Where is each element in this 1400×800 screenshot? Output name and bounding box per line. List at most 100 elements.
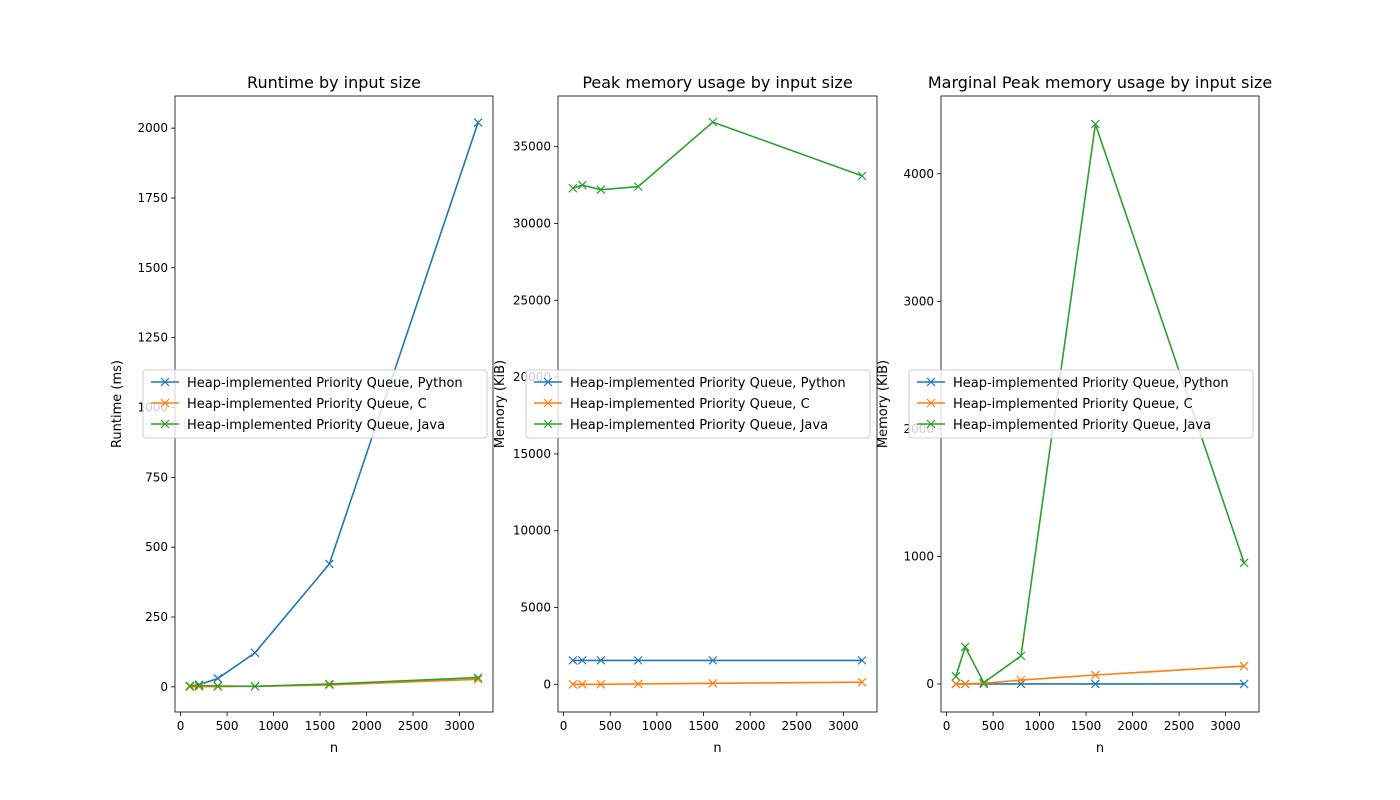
y-tick-label: 500 [145,540,168,554]
legend-marker-swatch [543,398,553,408]
data-point-marker [633,182,643,192]
data-point-marker [708,655,718,665]
y-tick-label: 4000 [903,167,934,181]
x-tick-label: 0 [943,719,951,733]
data-point-marker [577,655,587,665]
x-tick-label: 500 [982,719,1005,733]
x-axis-label: n [1096,741,1104,756]
x-tick-label: 1000 [1024,719,1055,733]
data-point-marker [194,682,204,692]
y-tick-label: 0 [543,677,551,691]
x-tick-label: 0 [560,719,568,733]
data-point-marker [568,655,578,665]
y-tick-label: 2000 [137,121,168,135]
data-point-marker [596,185,606,195]
x-tick-label: 1500 [688,719,719,733]
y-tick-label: 0 [926,677,934,691]
y-axis-label: Memory (KiB) [876,360,891,448]
y-axis-label: Memory (KiB) [493,360,508,448]
data-point-marker [568,183,578,193]
x-tick-label: 2000 [1117,719,1148,733]
chart-title: Marginal Peak memory usage by input size [928,73,1272,92]
x-tick-label: 3000 [1210,719,1241,733]
data-point-marker [324,559,334,569]
x-axis-label: n [330,741,338,756]
data-point-marker [596,655,606,665]
legend-entry-label: Heap-implemented Priority Queue, Java [953,418,1211,433]
data-point-marker [324,679,334,689]
y-tick-label: 750 [145,470,168,484]
legend-entry-label: Heap-implemented Priority Queue, Python [953,376,1229,391]
legend-box [525,369,871,439]
x-tick-label: 500 [216,719,239,733]
y-tick-label: 1000 [903,549,934,563]
data-point-marker [979,678,989,688]
y-tick-label: 5000 [520,601,551,615]
legend-marker-swatch [543,377,553,387]
series-line-2 [572,681,863,686]
legend-marker-swatch [926,377,936,387]
data-point-marker [1090,670,1100,680]
x-tick-label: 2500 [1164,719,1195,733]
x-tick-label: 1000 [642,719,673,733]
data-point-marker [1239,558,1249,568]
y-tick-label: 25000 [513,293,551,307]
x-tick-label: 1000 [258,719,289,733]
legend: Heap-implemented Priority Queue, Python H… [525,369,871,439]
x-tick-label: 2000 [351,719,382,733]
data-point-marker [857,677,867,687]
series-line-2 [955,665,1245,685]
legend-entry-label: Heap-implemented Priority Queue, C [953,397,1193,412]
data-point-marker [250,681,260,691]
data-point-marker [633,679,643,689]
legend-marker-swatch [160,419,170,429]
data-point-marker [1239,679,1249,689]
data-point-marker [1239,661,1249,671]
legend-marker-swatch [926,398,936,408]
y-tick-label: 35000 [513,140,551,154]
data-point-marker [1016,679,1026,689]
data-point-marker [473,674,483,684]
x-tick-label: 1500 [305,719,336,733]
chart-title: Runtime by input size [247,73,421,92]
legend-entry-label: Heap-implemented Priority Queue, C [187,397,427,412]
data-point-marker [250,648,260,658]
legend-marker-swatch [543,419,553,429]
x-tick-label: 0 [177,719,185,733]
data-point-marker [960,679,970,689]
legend: Heap-implemented Priority Queue, Python H… [908,369,1254,439]
data-point-marker [960,642,970,652]
data-point-marker [1090,679,1100,689]
legend: Heap-implemented Priority Queue, Python H… [142,369,488,439]
chart-panel-1: Runtime by input size 0 500 1000 1500 2000 250… [110,73,494,756]
data-point-marker [577,679,587,689]
data-point-marker [1090,119,1100,129]
x-tick-label: 2500 [398,719,429,733]
data-point-marker [185,681,195,691]
data-point-marker [633,655,643,665]
legend-entry-label: Heap-implemented Priority Queue, Python [570,376,846,391]
legend-entry-label: Heap-implemented Priority Queue, Python [187,376,463,391]
data-point-marker [213,681,223,691]
y-tick-label: 1750 [137,191,168,205]
x-tick-label: 500 [599,719,622,733]
data-point-marker [596,679,606,689]
legend-marker-swatch [926,419,936,429]
y-tick-label: 0 [160,680,168,694]
chart-title: Peak memory usage by input size [582,73,852,92]
y-tick-label: 3000 [903,294,934,308]
y-axis-label: Runtime (ms) [110,360,125,448]
y-tick-label: 1500 [137,261,168,275]
legend-marker-swatch [160,377,170,387]
data-point-marker [857,171,867,181]
data-point-marker [213,674,223,683]
data-point-marker [951,671,961,681]
y-tick-label: 250 [145,610,168,624]
legend-marker-swatch [160,398,170,408]
data-point-marker [1016,651,1026,661]
x-tick-label: 3000 [828,719,859,733]
data-point-marker [951,679,961,689]
legend-entry-label: Heap-implemented Priority Queue, C [570,397,810,412]
legend-box [908,369,1254,439]
data-point-marker [857,655,867,665]
